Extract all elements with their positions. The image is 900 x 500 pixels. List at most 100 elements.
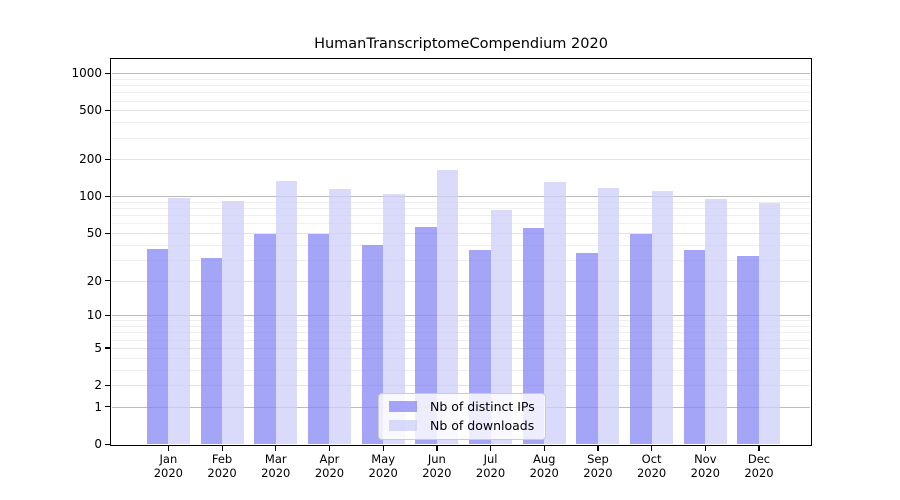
x-tick-mark-apr xyxy=(328,445,331,451)
gridline-600 xyxy=(112,100,810,102)
gridline-8 xyxy=(112,326,810,328)
x-tick-month: Feb xyxy=(211,452,233,466)
x-tick-mark-jan xyxy=(167,445,170,451)
x-tick-year: 2020 xyxy=(475,465,506,480)
gridline-80 xyxy=(112,208,810,210)
bar-downloads-may xyxy=(383,194,405,444)
x-tick-year: 2020 xyxy=(368,465,398,480)
gridline-40 xyxy=(112,244,810,246)
x-tick-year: 2020 xyxy=(207,465,237,480)
gridline-9 xyxy=(112,320,810,322)
x-tick-label-oct: Oct 2020 xyxy=(620,452,684,480)
gridline-200 xyxy=(112,159,810,161)
y-tick-mark-2 xyxy=(105,384,111,386)
x-tick-month: Jan xyxy=(159,452,178,466)
x-tick-month: May xyxy=(371,452,396,466)
bar-distinct-ips-sep xyxy=(576,253,598,444)
bar-distinct-ips-aug xyxy=(522,228,545,444)
bar-downloads-aug xyxy=(544,181,566,444)
x-tick-label-mar: Mar 2020 xyxy=(244,452,308,480)
x-tick-mark-oct xyxy=(651,445,653,451)
y-tick-mark-5 xyxy=(105,347,111,349)
plot-area: Nb of distinct IPs Nb of downloads xyxy=(112,60,810,444)
bar-distinct-ips-apr xyxy=(307,234,330,444)
gridline-3 xyxy=(112,369,810,371)
legend-item-distinct-ips: Nb of distinct IPs xyxy=(389,399,535,414)
gridline-90 xyxy=(112,201,810,203)
bar-downloads-oct xyxy=(651,191,674,444)
x-tick-label-dec: Dec 2020 xyxy=(727,452,791,480)
legend-label-downloads: Nb of downloads xyxy=(430,418,535,433)
gridline-50 xyxy=(112,233,810,235)
x-tick-year: 2020 xyxy=(261,465,291,480)
legend-swatch-distinct-ips xyxy=(389,401,417,412)
gridline-60 xyxy=(112,223,810,225)
bar-downloads-jun xyxy=(436,169,459,444)
x-tick-year: 2020 xyxy=(529,465,559,480)
gridline-5 xyxy=(112,347,810,349)
bar-distinct-ips-may xyxy=(361,244,384,444)
y-tick-label-10: 10 xyxy=(86,308,102,323)
legend-item-downloads: Nb of downloads xyxy=(389,418,535,433)
legend-label-distinct-ips: Nb of distinct IPs xyxy=(430,399,535,414)
x-tick-label-jul: Jul 2020 xyxy=(459,452,523,480)
bar-downloads-jan xyxy=(168,197,190,444)
gridline-400 xyxy=(112,122,810,124)
y-tick-mark-1 xyxy=(105,406,111,408)
legend: Nb of distinct IPs Nb of downloads xyxy=(378,393,546,440)
y-tick-label-500: 500 xyxy=(79,103,102,118)
bar-distinct-ips-dec xyxy=(737,256,759,444)
y-tick-mark-0 xyxy=(105,443,111,445)
gridline-4 xyxy=(112,357,810,359)
gridline-800 xyxy=(112,85,810,87)
x-tick-mark-sep xyxy=(597,445,599,451)
y-tick-label-1000: 1000 xyxy=(71,66,102,81)
y-tick-mark-20 xyxy=(105,280,111,282)
x-tick-month: Mar xyxy=(264,452,287,466)
gridline-1000 xyxy=(112,73,810,75)
x-tick-month: Apr xyxy=(319,452,340,466)
x-tick-label-jun: Jun 2020 xyxy=(405,452,469,480)
gridline-100 xyxy=(112,196,810,198)
x-tick-month: Jun xyxy=(427,452,446,466)
gridline-2 xyxy=(112,385,810,387)
bar-downloads-mar xyxy=(275,181,298,444)
bar-downloads-sep xyxy=(597,188,620,444)
x-tick-year: 2020 xyxy=(636,465,667,480)
x-tick-label-sep: Sep 2020 xyxy=(566,452,630,480)
bar-distinct-ips-jan xyxy=(146,248,169,444)
bar-distinct-ips-feb xyxy=(200,258,223,444)
gridline-30 xyxy=(112,259,810,261)
y-tick-mark-500 xyxy=(105,109,111,112)
x-tick-label-jan: Jan 2020 xyxy=(136,452,200,480)
x-tick-label-feb: Feb 2020 xyxy=(190,452,254,480)
chart-title: HumanTranscriptomeCompendium 2020 xyxy=(314,36,608,52)
x-tick-label-may: May 2020 xyxy=(351,452,415,480)
gridline-900 xyxy=(112,78,810,80)
bar-downloads-apr xyxy=(329,188,351,444)
gridline-700 xyxy=(112,92,810,94)
y-tick-label-1: 1 xyxy=(94,399,102,414)
x-tick-year: 2020 xyxy=(690,465,720,480)
bar-downloads-dec xyxy=(758,202,781,444)
bar-distinct-ips-oct xyxy=(630,234,652,444)
y-tick-label-2: 2 xyxy=(94,378,102,393)
x-tick-year: 2020 xyxy=(422,465,452,480)
y-tick-mark-100 xyxy=(105,195,111,198)
x-tick-label-aug: Aug 2020 xyxy=(512,452,576,480)
x-tick-label-apr: Apr 2020 xyxy=(297,452,361,480)
x-tick-mark-aug xyxy=(543,445,545,451)
bar-distinct-ips-nov xyxy=(683,250,706,444)
bar-downloads-jul xyxy=(490,210,513,444)
gridline-10 xyxy=(112,315,810,317)
x-tick-mark-may xyxy=(382,445,384,451)
y-tick-mark-10 xyxy=(105,314,111,317)
y-tick-label-20: 20 xyxy=(86,273,102,288)
gridline-500 xyxy=(112,110,810,112)
x-tick-month: Oct xyxy=(641,452,662,466)
gridline-300 xyxy=(112,137,810,139)
y-tick-label-5: 5 xyxy=(94,340,102,355)
y-tick-label-0: 0 xyxy=(94,437,102,451)
x-tick-month: Dec xyxy=(747,452,771,466)
x-tick-mark-jun xyxy=(436,445,438,451)
